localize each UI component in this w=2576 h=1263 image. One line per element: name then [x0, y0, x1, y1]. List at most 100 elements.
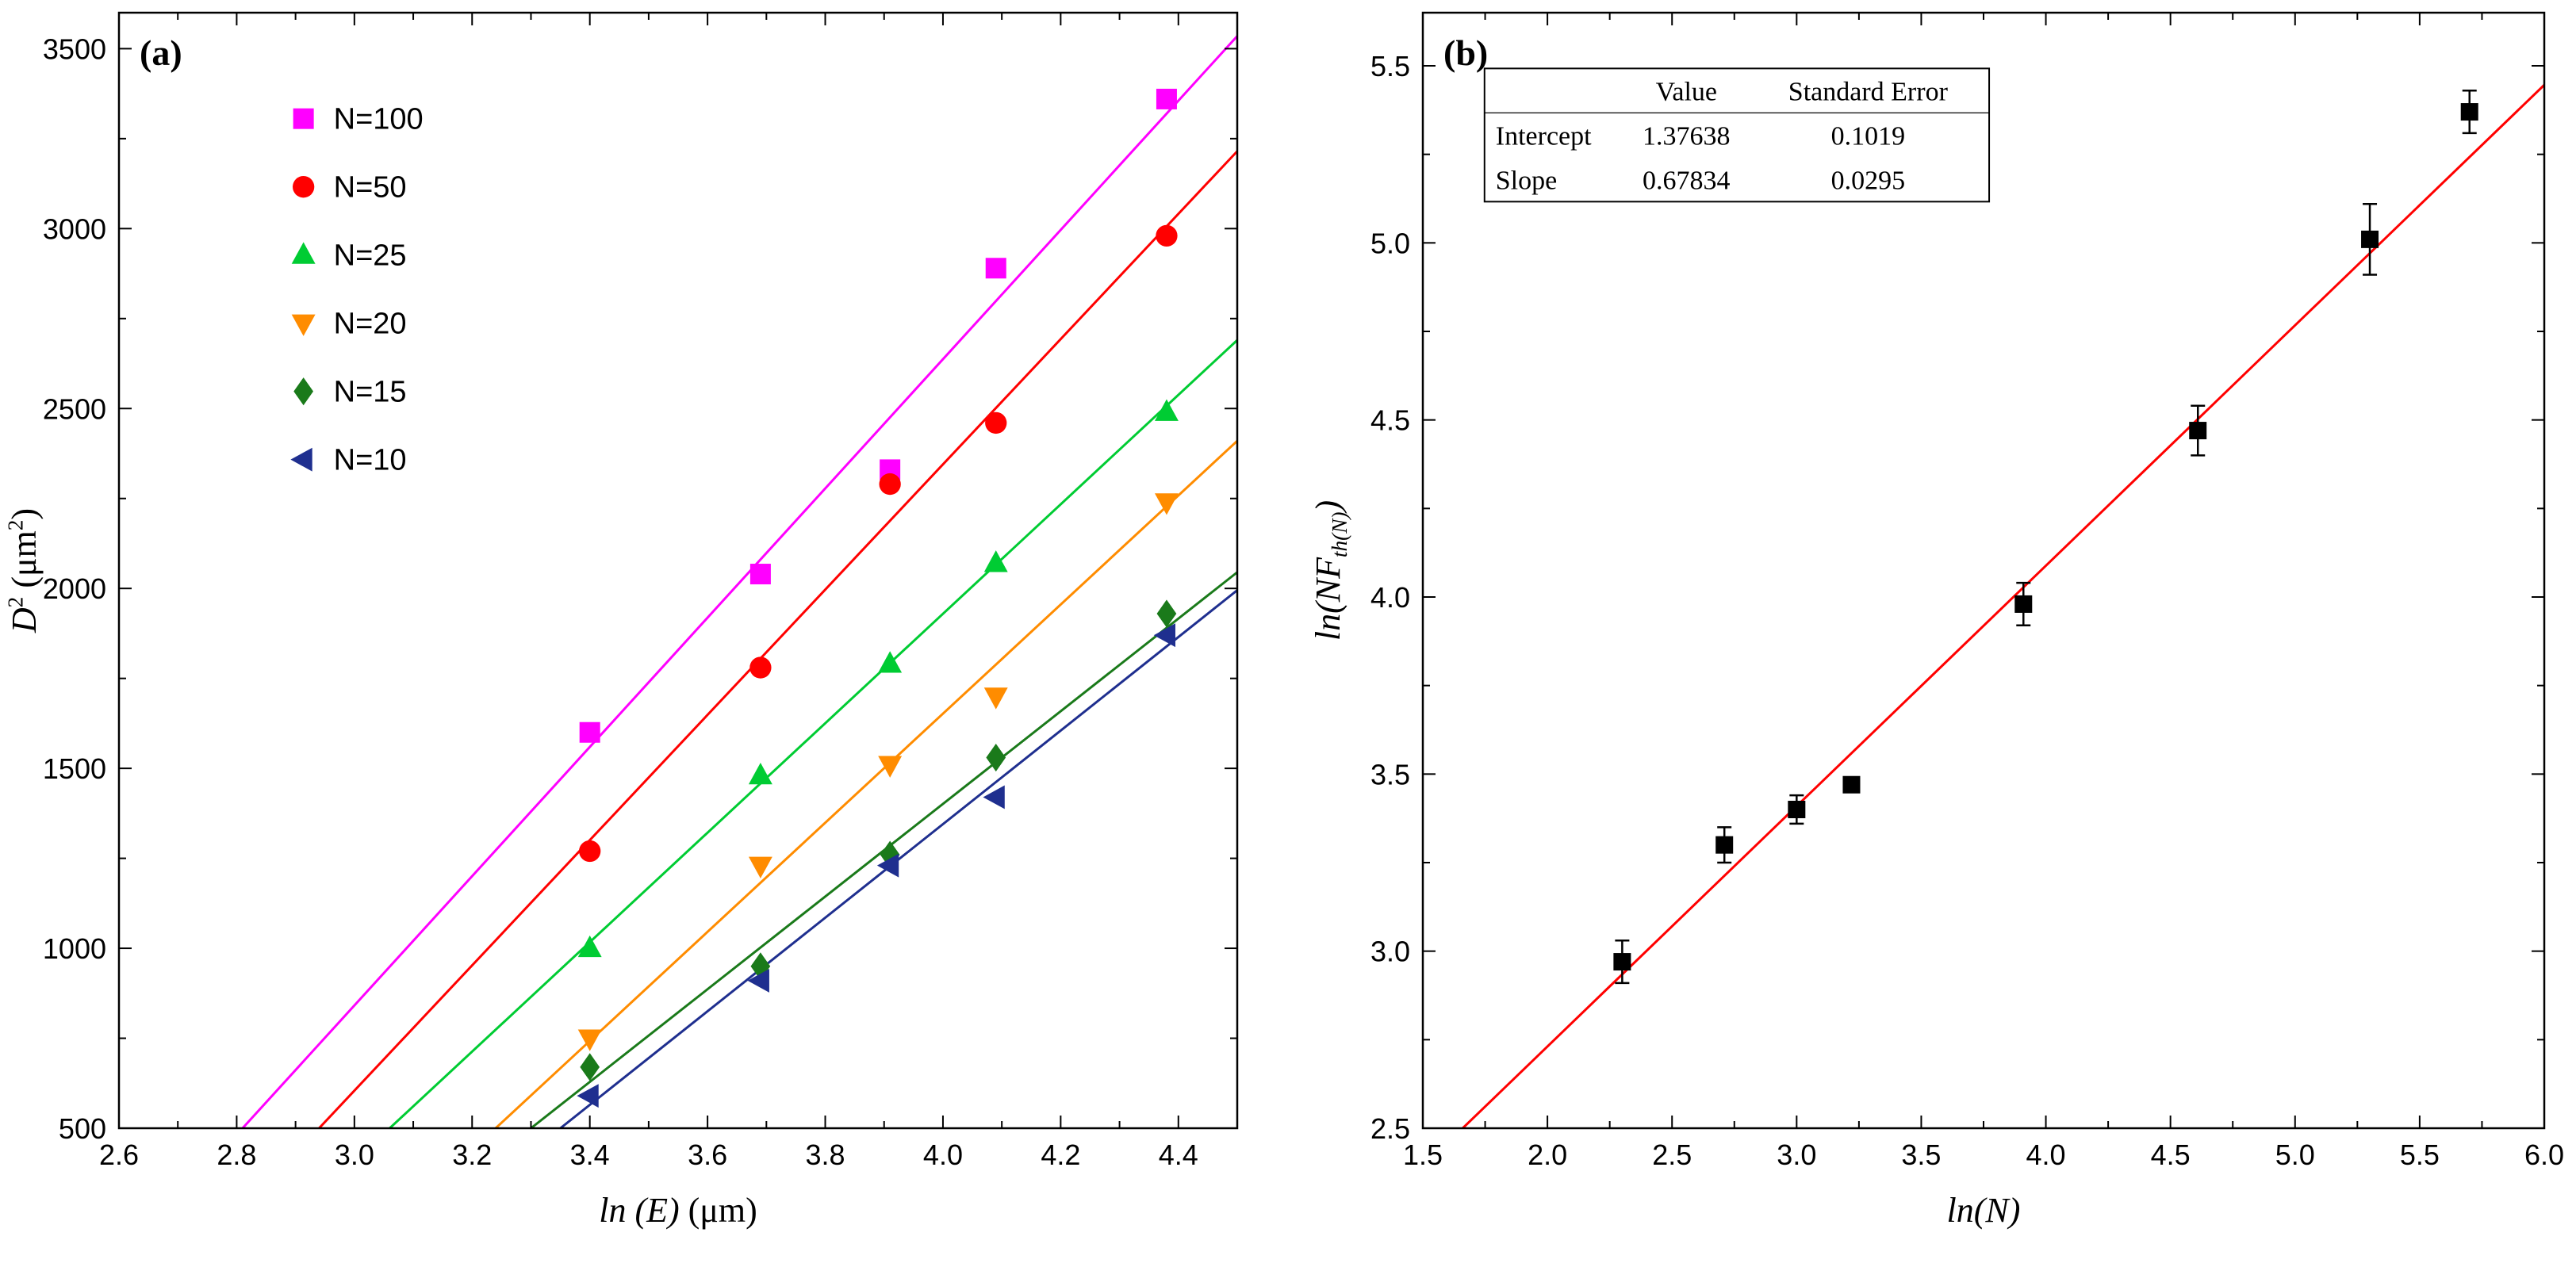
data-point [1788, 801, 1806, 818]
panel-b: 1.5 2.0 2.5 3.0 3.5 4.0 4.5 5.0 5.5 6.0 2.5 3.0 3.5 4… [1288, 0, 2576, 1263]
x-tick-label: 3.4 [570, 1139, 610, 1171]
y-tick-label: 3000 [43, 212, 106, 245]
data-point [580, 1053, 600, 1081]
x-axis-label: ln (E) (μm) [599, 1191, 757, 1230]
series-N=25 [577, 399, 1179, 958]
series-ln(NFth(N))-data [1613, 90, 2478, 985]
series-N=10 [577, 623, 1175, 1108]
x-tick-label: 3.0 [1777, 1139, 1816, 1171]
axes-frame [117, 11, 1239, 1130]
x-tick-label: 4.0 [923, 1139, 963, 1171]
table-row-stderr: 0.1019 [1831, 122, 1906, 151]
x-tick-label: 3.8 [806, 1139, 845, 1171]
panel-b-group: 1.5 2.0 2.5 3.0 3.5 4.0 4.5 5.0 5.5 6.0 2.5 3.0 3.5 4… [1288, 0, 2576, 1263]
data-point [2014, 595, 2033, 613]
data-point [983, 550, 1008, 572]
table-row-value: 0.67834 [1643, 166, 1731, 196]
data-point [876, 853, 899, 878]
y-tick-label: 5.0 [1370, 227, 1410, 259]
ticks [1422, 13, 2545, 1129]
y-tick-label: 1500 [43, 752, 106, 785]
legend-marker [293, 108, 314, 129]
fit-lines [1462, 84, 2544, 1128]
x-tick-label: 2.0 [1528, 1139, 1567, 1171]
table-row-label: Slope [1496, 166, 1557, 196]
legend-label: N=20 [334, 308, 407, 341]
data-point [1613, 953, 1631, 971]
fit-line [318, 150, 1237, 1128]
legend-marker [290, 447, 312, 472]
x-tick-labels: 2.6 2.8 3.0 3.2 3.4 3.6 3.8 4.0 4.2 4.4 [99, 1139, 1198, 1171]
x-tick-label: 4.2 [1041, 1139, 1080, 1171]
data-point [983, 687, 1008, 710]
x-tick-label: 3.2 [452, 1139, 492, 1171]
table-row-value: 1.37638 [1643, 122, 1731, 151]
fit-line [494, 440, 1237, 1128]
data-point [1154, 493, 1179, 515]
fit-line [1462, 84, 2544, 1128]
y-tick-labels: 2.5 3.0 3.5 4.0 4.5 5.0 5.5 [1370, 50, 1410, 1145]
y-tick-labels: 500 1000 1500 2000 2500 3000 3500 [43, 33, 106, 1145]
x-tick-label: 3.0 [335, 1139, 374, 1171]
x-tick-labels: 1.5 2.0 2.5 3.0 3.5 4.0 4.5 5.0 5.5 6.0 [1403, 1139, 2564, 1171]
y-tick-label: 2000 [43, 572, 106, 605]
y-tick-label: 3500 [43, 33, 106, 65]
x-tick-label: 2.5 [1652, 1139, 1692, 1171]
data-point [1156, 599, 1177, 628]
panel-a-chart: 2.6 2.8 3.0 3.2 3.4 3.6 3.8 4.0 4.2 4.4 500 1000 150… [3, 11, 1239, 1230]
x-tick-label: 5.0 [2275, 1139, 2315, 1171]
data-point [1842, 775, 1861, 794]
table-header-value: Value [1656, 78, 1717, 107]
x-tick-label: 2.6 [99, 1139, 139, 1171]
y-tick-label: 2.5 [1370, 1112, 1410, 1145]
data-point [749, 564, 771, 585]
y-tick-label: 3.0 [1370, 936, 1410, 968]
data-point [750, 952, 771, 981]
data-point [2361, 230, 2379, 248]
legend-label: N=50 [334, 171, 407, 205]
x-tick-label: 2.8 [217, 1139, 256, 1171]
x-tick-label: 4.0 [2026, 1139, 2066, 1171]
panel-b-chart: 1.5 2.0 2.5 3.0 3.5 4.0 4.5 5.0 5.5 6.0 2.5 3.0 3.5 4… [1288, 0, 2576, 1263]
data-point [986, 743, 1006, 772]
legend-label: N=100 [334, 103, 424, 136]
data-point [1156, 224, 1178, 247]
data-point [1154, 399, 1179, 421]
y-axis-label: ln(NFth(N)) [1309, 500, 1351, 641]
series-N=50 [579, 224, 1178, 863]
fit-line [389, 339, 1237, 1128]
y-tick-label: 5.5 [1370, 50, 1410, 82]
data-point [879, 473, 901, 496]
legend-marker [291, 242, 316, 264]
panel-label: (a) [140, 33, 182, 73]
inset-table-border [1483, 67, 1991, 203]
chart-background [1288, 0, 2576, 1263]
ticks [118, 13, 1237, 1129]
data-point [2460, 103, 2478, 121]
data-point [985, 258, 1006, 279]
panel-label: (b) [1443, 33, 1488, 73]
legend-label: N=15 [334, 376, 407, 409]
inset-table: Value Standard Error Intercept 1.37638 0.101… [1483, 67, 1991, 203]
data-point [747, 968, 769, 993]
data-point [878, 651, 903, 673]
x-tick-label: 1.5 [1403, 1139, 1443, 1171]
table-row-label: Intercept [1496, 122, 1592, 151]
x-tick-label: 3.6 [688, 1139, 727, 1171]
data-point [2189, 422, 2207, 440]
legend-marker [293, 176, 315, 198]
x-tick-label: 6.0 [2524, 1139, 2564, 1171]
y-axis-label: D2 (μm2) [3, 508, 44, 633]
data-point [579, 840, 601, 863]
data-point [748, 856, 772, 878]
data-point [1715, 836, 1734, 854]
x-tick-label: 3.5 [1901, 1139, 1941, 1171]
data-point [748, 762, 772, 785]
table-header-stderr: Standard Error [1788, 78, 1949, 107]
legend-marker [291, 314, 316, 336]
x-tick-label: 4.5 [2151, 1139, 2191, 1171]
x-tick-label: 4.4 [1159, 1139, 1198, 1171]
series-N=20 [577, 493, 1179, 1051]
legend-label: N=25 [334, 239, 407, 273]
